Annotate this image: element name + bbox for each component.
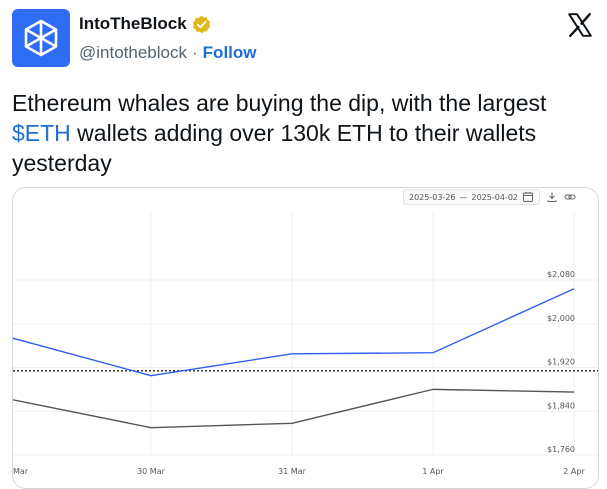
x-logo-icon[interactable] [567,12,593,38]
series-line-1 [13,288,575,377]
tweet-text: Ethereum whales are buying the dip, with… [12,88,597,178]
x-tick-label: 1 Apr [422,467,444,476]
y-tick-label: $2,080 [547,270,575,279]
account-name-row: IntoTheBlock [79,14,211,34]
date-end: 2025-04-02 [471,192,519,202]
chart-toolbar: 2025-03-26 — 2025-04-02 [403,188,576,206]
x-tick-label: Mar [13,467,29,476]
x-tick-label: 2 Apr [563,467,585,476]
x-tick-label: 30 Mar [137,467,166,476]
download-icon[interactable] [546,191,558,203]
handle-row: @intotheblock · Follow [79,43,257,63]
series-line-2 [13,388,575,429]
y-tick-label: $1,920 [547,358,575,367]
display-name[interactable]: IntoTheBlock [79,14,187,33]
chart-card[interactable]: 2025-03-26 — 2025-04-02 $1,760 $1,840 $1,9… [12,187,599,489]
intotheblock-logo-icon [24,19,58,57]
handle[interactable]: @intotheblock [79,43,187,62]
eth-cashtag-link[interactable]: $ETH [12,120,71,146]
date-range-picker[interactable]: 2025-03-26 — 2025-04-02 [403,189,540,205]
separator-dot: · [192,43,198,62]
avatar[interactable] [12,9,70,67]
date-dash: — [459,192,468,202]
tweet-text-part-2: wallets adding over 130k ETH to their wa… [12,120,537,176]
calendar-icon [523,192,533,202]
follow-button[interactable]: Follow [202,43,257,62]
verified-badge-icon [192,15,210,33]
y-tick-label: $2,000 [547,314,575,323]
link-icon[interactable] [564,191,576,203]
x-tick-label: 31 Mar [278,467,307,476]
eth-chart: $1,760 $1,840 $1,920 $2,000 $2,080 Mar 30 Mar… [13,212,598,476]
y-tick-label: $1,760 [547,445,575,454]
date-start: 2025-03-26 [409,192,456,202]
tweet-text-part-1: Ethereum whales are buying the dip, with… [12,90,547,116]
y-tick-label: $1,840 [547,401,575,410]
